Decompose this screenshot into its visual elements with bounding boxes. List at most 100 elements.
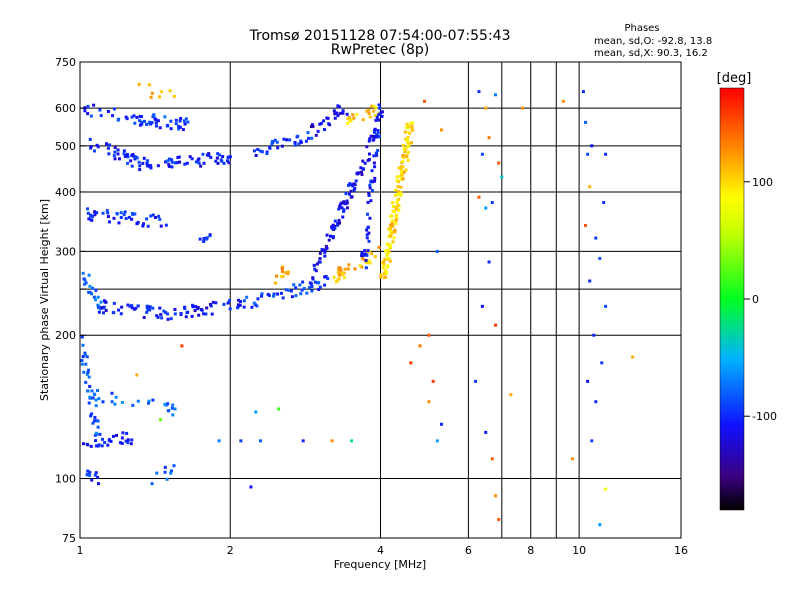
data-point [256,297,260,301]
data-point [391,240,395,244]
data-point [410,128,414,132]
data-point [352,116,356,120]
phase-info-line1: mean, sd,O: -92.8, 13.8 [594,36,712,47]
data-point [377,113,381,117]
data-point [214,301,218,305]
data-point [588,279,592,283]
data-point [382,263,386,267]
data-point [365,145,369,149]
data-point [92,393,96,397]
data-point [142,222,146,226]
data-point [198,237,202,241]
data-point [80,335,84,339]
data-point [101,437,105,441]
data-point [85,473,89,477]
data-point [325,246,329,250]
data-point [130,217,134,221]
data-point [90,412,94,416]
data-point [135,222,139,226]
data-point [130,211,134,215]
data-point [279,291,283,295]
data-point [117,157,121,161]
data-point [405,125,409,129]
data-point [169,127,173,131]
data-point [116,148,120,152]
data-point [390,221,394,225]
data-point [323,248,327,252]
data-point [228,155,232,159]
data-point [112,216,116,220]
data-point [604,304,608,308]
data-point [384,269,388,273]
data-point [169,119,173,123]
data-point [140,120,144,124]
data-point [345,112,349,116]
data-point [112,310,116,314]
data-point [137,160,141,164]
data-point [156,164,160,168]
data-point [313,280,317,284]
data-point [403,150,407,154]
data-point [174,122,178,126]
data-point [323,254,327,258]
data-point [82,370,86,374]
data-point [389,232,393,236]
data-point [242,299,246,303]
data-point [360,265,364,269]
data-point [304,139,308,143]
data-point [343,267,347,271]
grid-lines [80,62,681,538]
data-point [270,139,274,143]
data-point [146,164,150,168]
data-point [96,306,100,310]
data-point [88,384,92,388]
data-point [169,317,173,321]
data-point [171,403,175,407]
data-point [202,161,206,165]
data-point [259,439,263,443]
data-point [378,135,382,139]
data-point [490,457,494,461]
data-point [120,441,124,445]
data-point [331,223,335,227]
data-point [96,389,100,393]
data-point [345,199,349,203]
data-point [85,355,89,359]
data-point [190,314,194,318]
data-point [158,306,162,310]
data-point [314,269,318,273]
data-point [145,310,149,314]
data-point [164,160,168,164]
data-point [280,144,284,148]
data-point [431,379,435,383]
data-point [94,431,98,435]
data-point [202,239,206,243]
data-point [392,236,396,240]
data-point [158,217,162,221]
data-point [372,134,376,138]
data-point [99,114,103,118]
data-point [325,116,329,120]
data-point [275,140,279,144]
data-point [361,167,365,171]
data-point [586,379,590,383]
data-point [360,170,364,174]
data-point [435,439,439,443]
data-point [387,234,391,238]
data-point [81,271,85,275]
data-point [166,312,170,316]
data-point [484,430,488,434]
data-point [81,343,85,347]
data-point [124,216,128,220]
data-point [162,309,166,313]
data-point [170,165,174,169]
data-point [104,300,108,304]
data-point [359,166,363,170]
data-point [290,295,294,299]
data-point [123,210,127,214]
data-point [194,305,198,309]
data-point [173,307,177,311]
data-point [338,205,342,209]
data-point [145,162,149,166]
data-point [170,160,174,164]
